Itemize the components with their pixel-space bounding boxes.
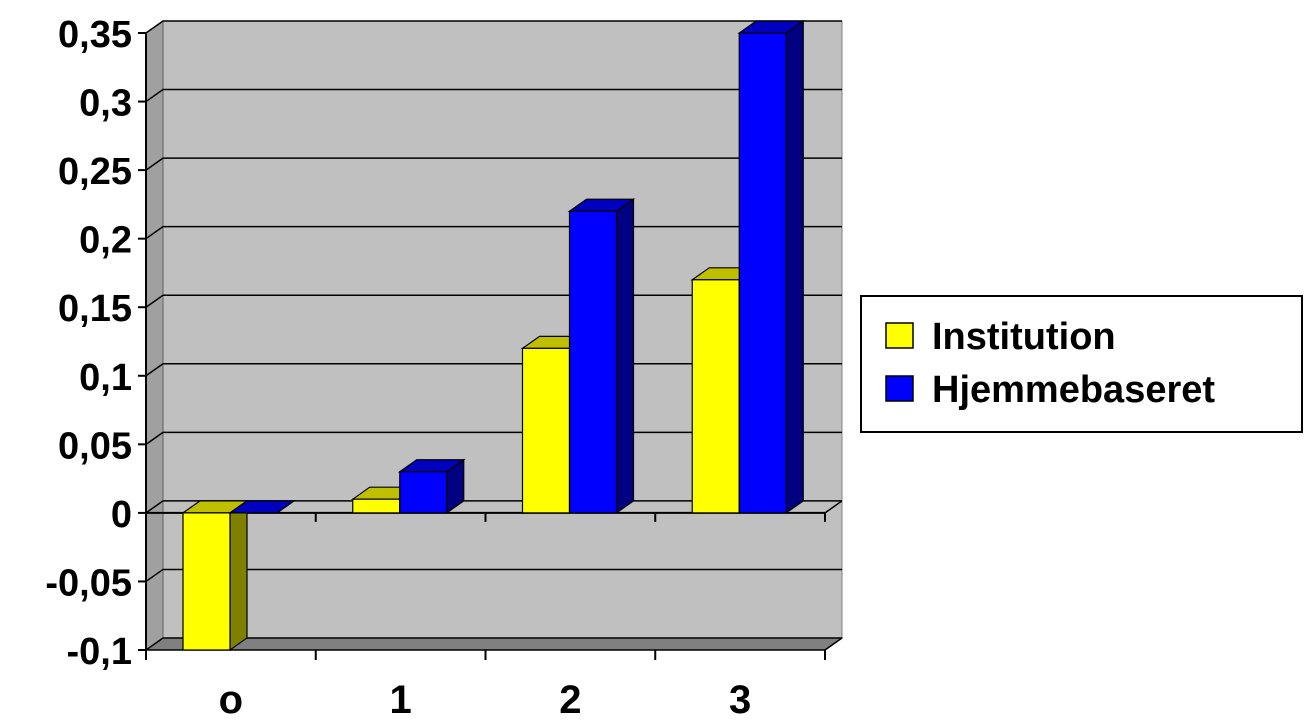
legend-label-institution: Institution — [932, 316, 1116, 358]
y-tick-label: 0,15 — [58, 288, 132, 330]
bar-hjemmebaseret-1 — [397, 458, 466, 515]
floor-depth-edge — [824, 637, 843, 651]
y-tick-label: 0,3 — [79, 83, 132, 125]
gridline — [145, 157, 842, 171]
legend: Institution Hjemmebaseret — [860, 295, 1303, 433]
bar-hjemmebaseret-o — [228, 500, 296, 514]
gridline — [145, 88, 842, 103]
plot-side-wall — [145, 20, 164, 651]
bar-institution-o — [181, 499, 249, 652]
y-axis-tick-labels: -0,1 -0,05 0 0,05 0,1 0,15 0,2 0,25 0,3 0,35 — [45, 14, 132, 673]
gridline — [145, 20, 842, 34]
y-tick-label: -0,1 — [67, 631, 132, 673]
y-tick-label: 0,05 — [58, 425, 132, 467]
y-tick-label: 0,25 — [58, 151, 132, 193]
y-tick-label: 0,2 — [79, 220, 132, 262]
y-tick-label: 0,35 — [58, 14, 132, 56]
x-tick-label: 1 — [390, 678, 412, 720]
bar-hjemmebaseret-3 — [737, 19, 806, 515]
x-tick-label: o — [219, 678, 243, 720]
legend-label-hjemmebaseret: Hjemmebaseret — [932, 369, 1215, 411]
y-tick-label: 0 — [111, 494, 132, 536]
legend-box — [860, 295, 1303, 433]
bars — [181, 19, 806, 652]
y-tick-label: -0,05 — [45, 562, 132, 604]
bar-hjemmebaseret-2 — [567, 198, 636, 515]
x-tick-label: 2 — [559, 678, 581, 720]
x-tick-label: 3 — [729, 678, 751, 720]
plot-floor — [144, 637, 844, 651]
gridline — [145, 637, 842, 651]
x-axis-tick-labels: o 1 2 3 — [219, 678, 752, 720]
legend-swatch-hjemmebaseret — [885, 375, 914, 402]
gridline — [145, 568, 842, 583]
legend-swatch-institution — [885, 322, 914, 349]
y-tick-label: 0,1 — [79, 357, 132, 399]
x-axis-depth-line — [824, 500, 843, 514]
